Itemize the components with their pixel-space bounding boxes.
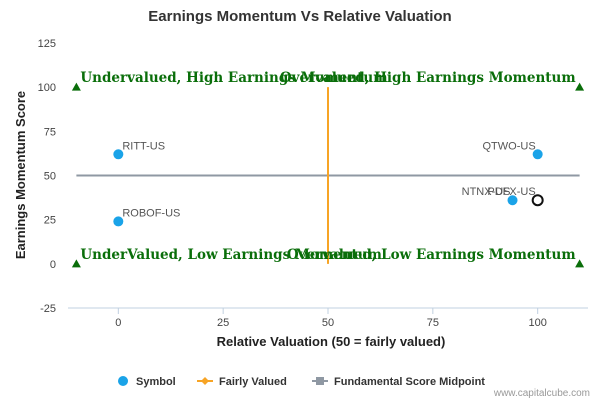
corner-markers: [71, 82, 585, 268]
data-point[interactable]: [532, 149, 543, 160]
legend-diamond-icon: [201, 377, 209, 385]
quadrant-label: Overvalued, High Earnings Momentum: [280, 70, 576, 86]
x-tick-label: 0: [115, 317, 121, 329]
point-label: ROBOF-US: [122, 207, 180, 219]
quadrant-labels: Undervalued, High Earnings MomentumOverv…: [80, 70, 575, 263]
legend-item-symbol[interactable]: Symbol: [118, 376, 176, 388]
legend-label-midpoint: Fundamental Score Midpoint: [334, 376, 485, 388]
data-point-highlight[interactable]: [531, 194, 544, 207]
legend-label-symbol: Symbol: [136, 376, 176, 388]
legend: Symbol Fairly Valued Fundamental Score M…: [118, 376, 485, 388]
data-points: [113, 149, 544, 227]
y-tick-label: -25: [40, 303, 56, 315]
triangle-marker: [71, 259, 81, 268]
x-tick-label: 25: [217, 317, 229, 329]
point-label: QTWO-US: [483, 140, 536, 152]
y-tick-label: 75: [44, 126, 56, 138]
legend-item-fairly-valued[interactable]: Fairly Valued: [197, 376, 287, 388]
x-tick-label: 50: [322, 317, 334, 329]
quadrant-label: Overvalued, Low Earnings Momentum: [287, 247, 576, 263]
legend-circle-icon: [118, 376, 128, 386]
point-label: NTNX-US: [462, 186, 511, 198]
data-point[interactable]: [507, 195, 518, 206]
chart-title: Earnings Momentum Vs Relative Valuation: [148, 8, 451, 25]
x-tick-label: 75: [427, 317, 439, 329]
quadrant-label: Undervalued, High Earnings Momentum: [80, 70, 387, 86]
triangle-marker: [575, 82, 585, 91]
y-tick-label: 125: [38, 38, 56, 50]
y-tick-label: 50: [44, 171, 56, 183]
credit-text: www.capitalcube.com: [493, 388, 590, 399]
y-axis-title: Earnings Momentum Score: [13, 91, 28, 259]
y-axis-ticks: -25 0 25 50 75 100 125: [38, 38, 56, 315]
x-tick-label: 100: [528, 317, 546, 329]
y-tick-label: 25: [44, 215, 56, 227]
triangle-marker: [575, 259, 585, 268]
y-tick-label: 100: [38, 82, 56, 94]
point-label: RITT-US: [122, 140, 165, 152]
legend-label-fairly-valued: Fairly Valued: [219, 376, 287, 388]
y-tick-label: 0: [50, 259, 56, 271]
legend-square-icon: [316, 377, 324, 385]
data-point[interactable]: [113, 149, 124, 160]
legend-item-midpoint[interactable]: Fundamental Score Midpoint: [312, 376, 485, 388]
x-axis-title: Relative Valuation (50 = fairly valued): [217, 334, 446, 349]
x-axis-ticks: 0 25 50 75 100: [115, 308, 547, 329]
triangle-marker: [71, 82, 81, 91]
point-label: PDFX-US: [487, 186, 535, 198]
quadrant-label: UnderValued, Low Earnings Momentum: [80, 247, 382, 263]
data-point[interactable]: [113, 216, 124, 227]
